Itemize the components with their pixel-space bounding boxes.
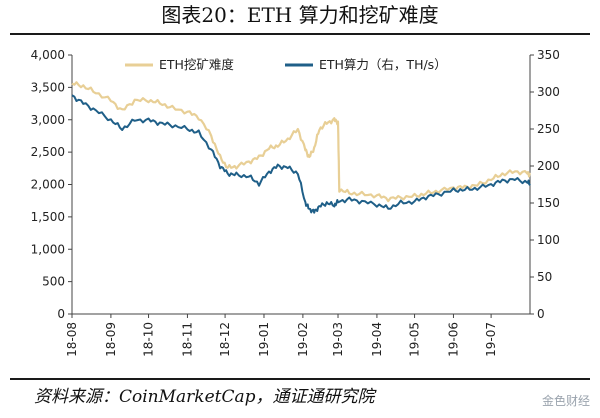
y-right-tick-label: 100 (537, 233, 560, 247)
x-tick-label: 19-01 (257, 322, 271, 357)
y-right-tick-label: 300 (537, 85, 560, 99)
legend-label: ETH算力（右，TH/s） (319, 57, 447, 72)
x-tick-label: 19-04 (370, 322, 384, 357)
watermark-text: 金色财经 (541, 394, 590, 408)
y-right-tick-label: 350 (537, 48, 560, 62)
x-tick-label: 18-09 (104, 322, 118, 357)
x-tick-label: 18-11 (180, 322, 194, 357)
x-tick-label: 19-06 (446, 322, 460, 357)
y-right-tick-label: 250 (537, 122, 560, 136)
y-left-tick-label: 2,500 (31, 145, 65, 159)
x-tick-label: 18-10 (142, 322, 156, 357)
x-tick-label: 19-07 (484, 322, 498, 357)
source-note: 资料来源：CoinMarketCap，通证通研究院 (34, 387, 375, 407)
y-right-tick-label: 200 (537, 159, 560, 173)
series-line-difficulty (71, 81, 532, 203)
line-chart: 0 500 1,000 1,500 2,000 2,500 3,000 3,500 4,000 0… (31, 48, 560, 357)
x-tick-label: 19-03 (331, 322, 345, 357)
y-left-tick-label: 2,000 (31, 178, 65, 192)
x-tick-label: 18-12 (218, 322, 232, 357)
y-right-tick-label: 0 (537, 307, 545, 321)
y-right-tick-label: 150 (537, 196, 560, 210)
y-right-tick-label: 50 (537, 270, 552, 284)
x-tick-label: 18-08 (65, 322, 79, 357)
series-line-hashrate (71, 94, 531, 214)
y-left-tick-label: 1,500 (31, 210, 65, 224)
chart-title: 图表20：ETH 算力和挖矿难度 (161, 3, 439, 27)
y-left-tick-label: 4,000 (31, 48, 65, 62)
y-left-tick-label: 1,000 (31, 242, 65, 256)
y-left-tick-label: 500 (42, 275, 65, 289)
bottom-divider (10, 378, 590, 380)
x-tick-label: 19-05 (408, 322, 422, 357)
y-left-tick-label: 3,500 (31, 80, 65, 94)
top-divider (10, 33, 590, 35)
legend-label: ETH挖矿难度 (159, 57, 234, 72)
x-tick-label: 19-02 (296, 322, 310, 357)
y-left-tick-label: 3,000 (31, 113, 65, 127)
y-left-tick-label: 0 (57, 307, 65, 321)
